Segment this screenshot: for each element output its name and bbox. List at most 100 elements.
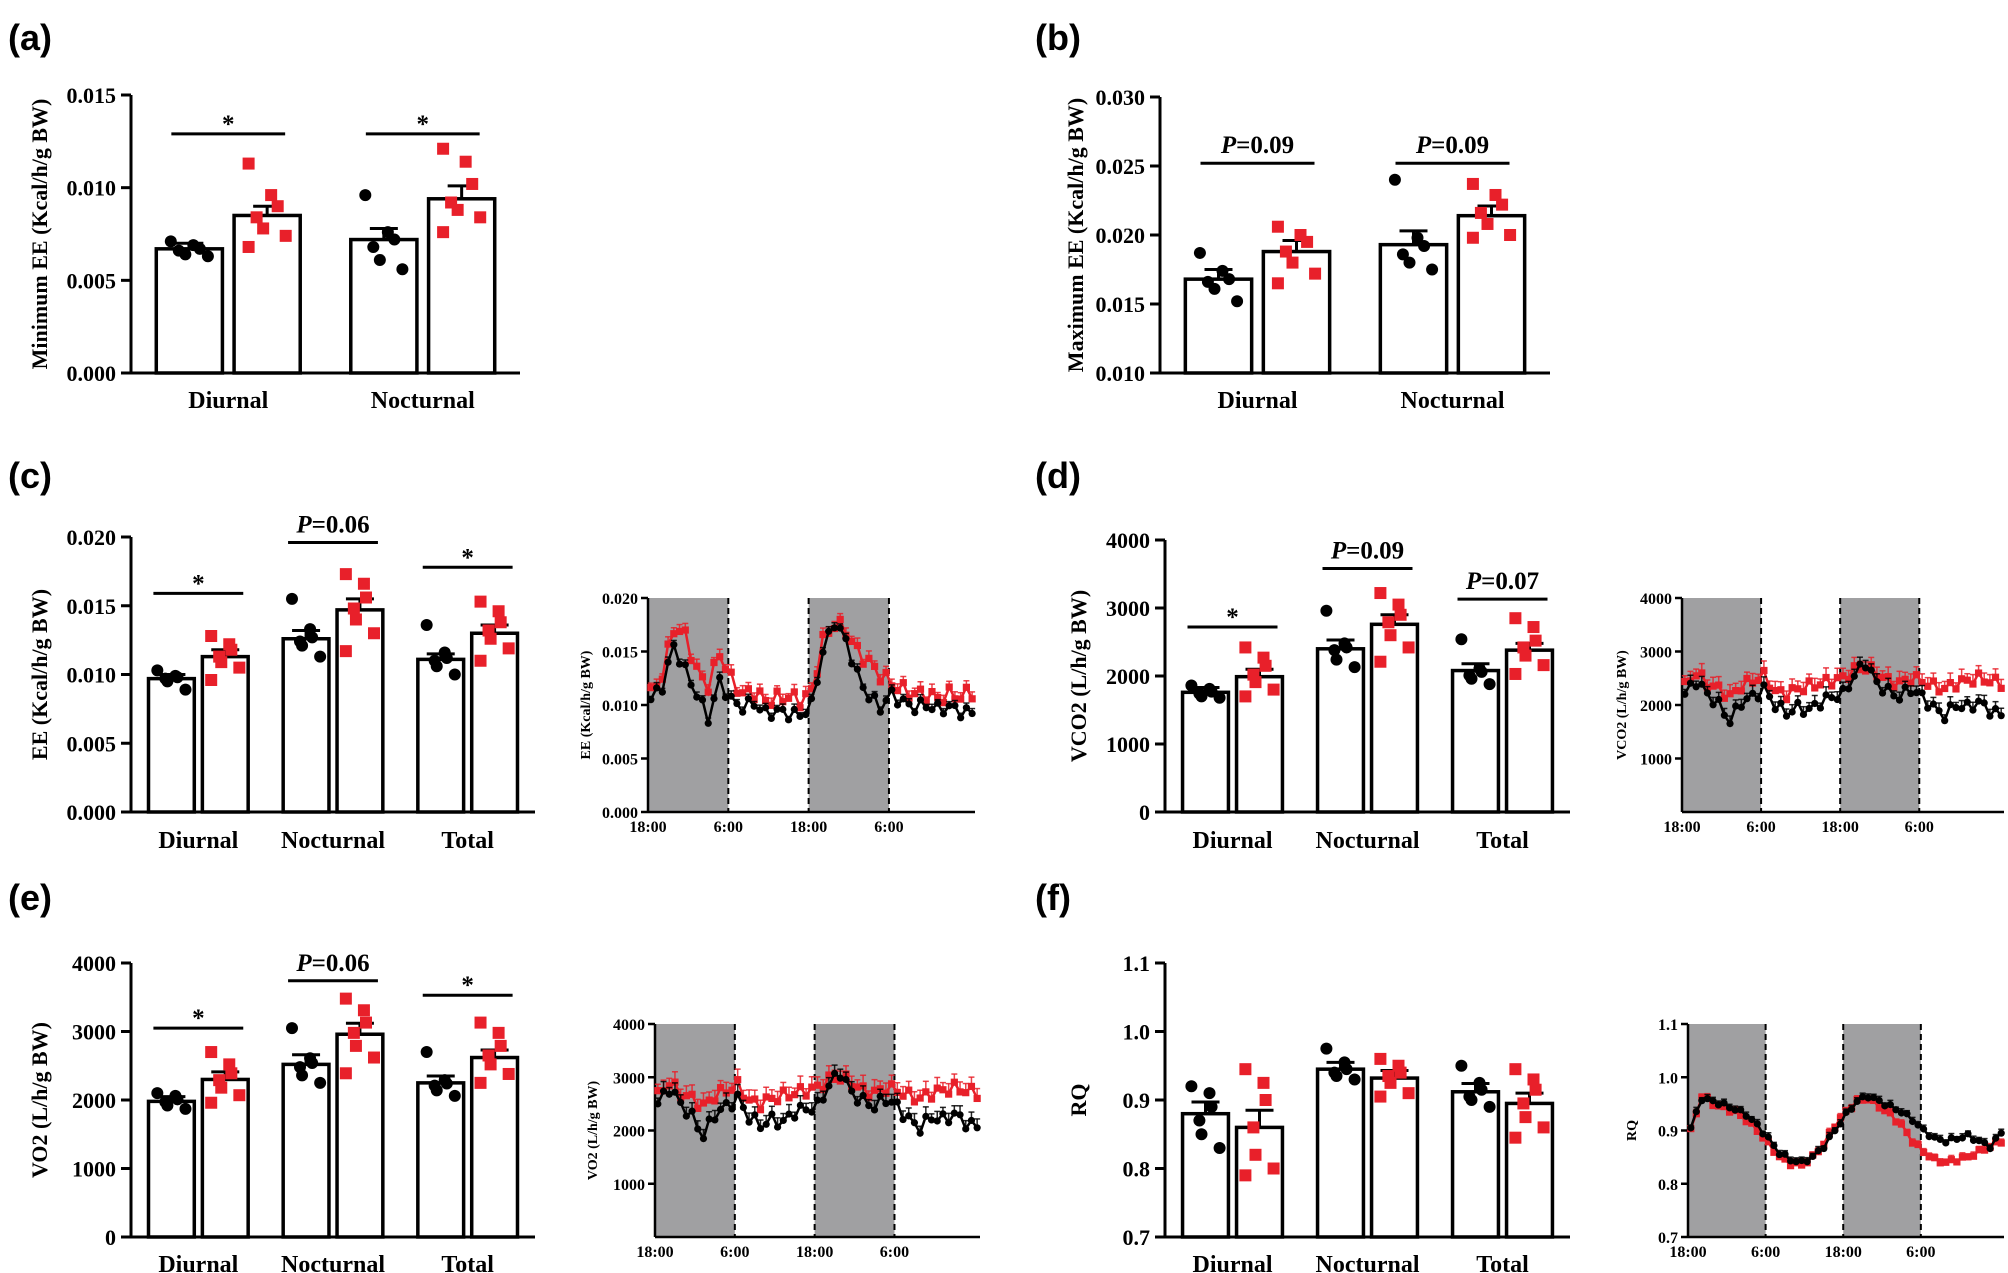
data-point-treated — [1681, 677, 1689, 686]
data-point-control — [1953, 1135, 1961, 1144]
data-point-treated — [1267, 1162, 1280, 1175]
dark-phase — [648, 598, 729, 812]
data-point-control — [1952, 703, 1960, 712]
y-tick-label: 3000 — [613, 1070, 645, 1087]
data-point-control — [1396, 248, 1409, 261]
data-point-control — [1803, 1158, 1811, 1166]
data-point-control — [773, 1123, 782, 1131]
data-point-control — [285, 1022, 298, 1035]
data-point-treated — [1519, 649, 1532, 662]
y-tick-label: 2000 — [613, 1124, 645, 1141]
y-axis-label: VO2 (L/h/g BW) — [586, 1081, 601, 1181]
data-point-treated — [474, 595, 487, 608]
data-point-treated — [1257, 1076, 1270, 1089]
data-point-treated — [934, 693, 942, 702]
data-point-control — [1903, 1110, 1911, 1118]
data-point-treated — [1279, 245, 1292, 258]
data-point-treated — [1301, 235, 1314, 248]
data-point-treated — [357, 577, 370, 590]
y-tick-label: 0.020 — [1096, 223, 1146, 248]
data-point-control — [871, 691, 879, 700]
panel-label: (f) — [1035, 877, 1071, 918]
data-point-control — [665, 1090, 673, 1098]
significance-label: * — [1226, 604, 1239, 631]
data-point-control — [1992, 1134, 2000, 1142]
y-tick-label: 1000 — [613, 1177, 645, 1194]
data-point-treated — [687, 656, 695, 665]
data-point-treated — [1997, 1139, 2005, 1147]
x-tick-label: 18:00 — [1822, 819, 1859, 836]
data-point-control — [1997, 712, 2005, 720]
data-point-control — [1798, 1156, 1806, 1165]
data-point-control — [859, 683, 867, 692]
data-point-control — [1771, 706, 1779, 714]
data-point-control — [1964, 1130, 1972, 1138]
data-point-treated — [1529, 634, 1542, 647]
data-point-treated — [899, 1092, 907, 1100]
bar-treated — [1369, 1076, 1420, 1239]
data-point-treated — [1748, 1119, 1756, 1127]
data-point-treated — [1259, 659, 1272, 672]
x-tick-label: 6:00 — [714, 819, 743, 836]
data-point-control — [1732, 702, 1740, 710]
chart-d2: 1000 2000 3000 4000 VCO2 (L/h/g BW) 18:00 6:00… — [1615, 591, 2005, 836]
data-point-control — [1742, 1112, 1750, 1120]
data-point-treated — [1374, 1052, 1387, 1065]
data-point-treated — [922, 1088, 930, 1096]
data-point-control — [716, 673, 724, 682]
data-point-treated — [654, 1087, 662, 1095]
data-point-treated — [928, 687, 936, 696]
data-point-control — [687, 681, 695, 689]
y-tick-label: 3000 — [1640, 645, 1672, 662]
data-point-control — [853, 665, 861, 673]
data-point-treated — [1850, 662, 1858, 670]
data-point-control — [768, 1110, 776, 1118]
data-point-treated — [368, 627, 381, 640]
data-point-treated — [437, 142, 450, 155]
data-point-treated — [865, 654, 873, 662]
data-point-control — [1907, 689, 1915, 698]
y-axis-label: EE (Kcal/h/g BW) — [579, 650, 594, 759]
data-point-control — [1340, 1063, 1353, 1076]
data-point-control — [1920, 1125, 1928, 1133]
category-label: Diurnal — [1192, 1252, 1272, 1273]
data-point-treated — [1895, 677, 1904, 685]
data-point-control — [1924, 704, 1932, 712]
data-point-treated — [962, 1089, 970, 1097]
data-point-treated — [819, 1085, 827, 1094]
data-point-control — [1875, 1096, 1883, 1105]
data-point-control — [1931, 1133, 1939, 1141]
data-point-treated — [813, 1081, 822, 1089]
data-point-control — [704, 719, 712, 727]
data-point-control — [698, 696, 707, 704]
data-point-control — [659, 1087, 668, 1095]
data-point-treated — [1969, 680, 1977, 688]
data-point-control — [664, 658, 672, 666]
data-point-treated — [784, 694, 793, 702]
data-point-treated — [1941, 684, 1949, 693]
data-point-control — [1216, 264, 1229, 277]
data-point-control — [876, 708, 884, 716]
data-point-treated — [242, 240, 255, 253]
data-point-control — [1388, 173, 1401, 186]
data-point-treated — [721, 665, 730, 674]
y-tick-label: 0.010 — [67, 663, 117, 688]
data-point-treated — [939, 699, 948, 707]
x-tick-label: 18:00 — [1663, 819, 1700, 836]
data-point-control — [1775, 1150, 1784, 1159]
x-tick-label: 6:00 — [880, 1244, 909, 1261]
data-point-treated — [1953, 1158, 1961, 1166]
data-point-control — [373, 253, 386, 266]
data-point-control — [1969, 1136, 1978, 1144]
data-point-control — [1340, 641, 1353, 654]
data-point-treated — [671, 1078, 679, 1086]
data-point-treated — [727, 668, 735, 676]
x-tick-label: 6:00 — [1746, 819, 1775, 836]
data-point-control — [722, 1098, 730, 1107]
significance-label: P=0.09 — [1330, 538, 1404, 565]
data-point-control — [711, 1116, 719, 1124]
data-point-control — [1901, 683, 1909, 691]
significance-label: P=0.09 — [1220, 132, 1294, 159]
data-point-treated — [205, 1046, 218, 1059]
data-point-control — [193, 242, 206, 255]
